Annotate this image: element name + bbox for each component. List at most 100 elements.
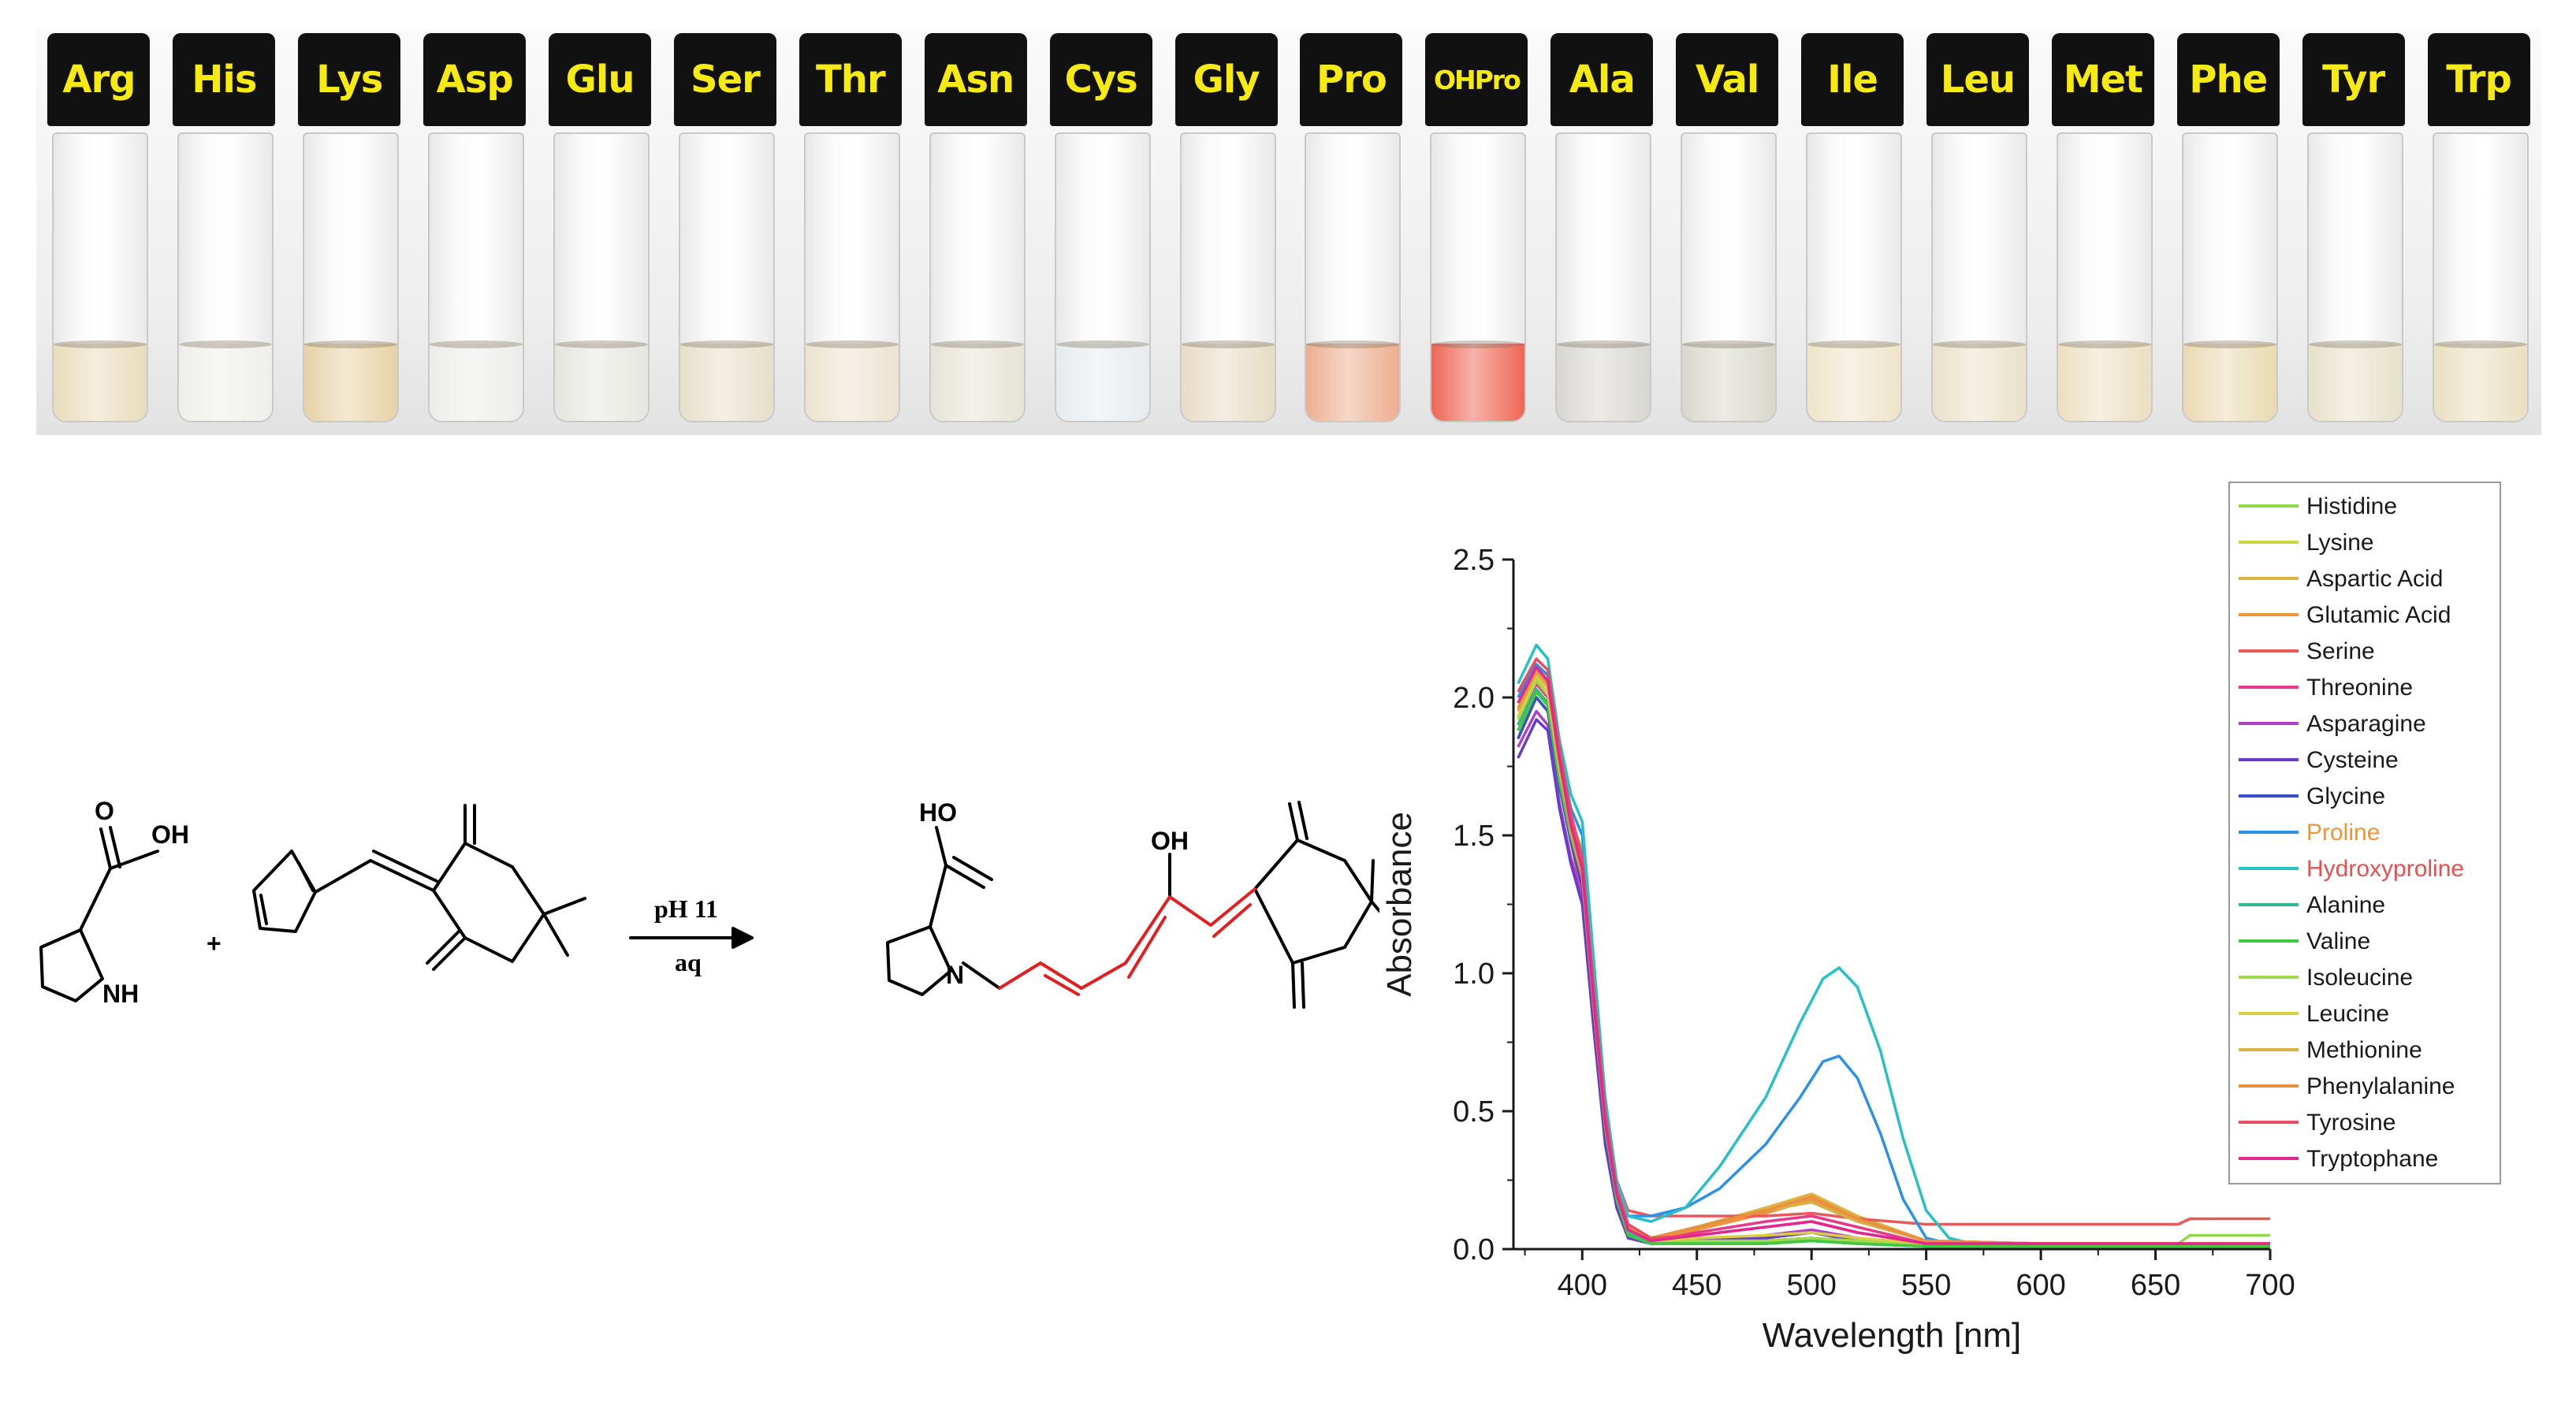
vial-glass (1305, 132, 1402, 422)
vial-liquid (54, 344, 147, 421)
vial-glass (2181, 132, 2278, 422)
vial-liquid (679, 344, 773, 421)
series-line-glutamic-acid (1517, 682, 2270, 1245)
vial-cap: Gly (1174, 33, 1278, 126)
reaction-arrow (629, 927, 754, 949)
legend-entry: Tyrosine (2306, 1110, 2395, 1136)
vial-glass (1806, 132, 1903, 422)
product-oh-label: OH (1151, 827, 1189, 855)
vial-cap: Ala (1550, 33, 1654, 126)
y-tick-label: 0.0 (1453, 1233, 1495, 1266)
highlighted-polyene (998, 887, 1256, 996)
vial-cap: Trp (2427, 33, 2530, 126)
vial-label: OHPro (1433, 64, 1521, 95)
vial-meniscus (1557, 340, 1651, 348)
y-tick-label: 2.5 (1453, 544, 1495, 577)
legend-entry: Aspartic Acid (2306, 566, 2443, 592)
legend-entry: Valine (2306, 928, 2370, 954)
condition-ph: pH 11 (654, 894, 718, 923)
x-tick-label: 500 (1786, 1269, 1836, 1302)
series-line-proline (1517, 663, 2270, 1248)
vial-glass (428, 132, 525, 422)
vial-cap: Met (2051, 33, 2154, 126)
condition-aq: aq (675, 948, 702, 976)
vial-leu: Leu (1923, 28, 2032, 435)
y-tick-label: 0.5 (1453, 1095, 1495, 1129)
series-line-tyrosine (1517, 657, 2270, 1245)
vial-phe: Phe (2174, 28, 2283, 435)
x-tick-label: 400 (1558, 1269, 1607, 1302)
vial-glass (177, 132, 274, 422)
legend-entry: Threonine (2306, 675, 2413, 701)
vial-tyr: Tyr (2299, 28, 2408, 435)
vial-label: Lys (316, 58, 383, 102)
chart-axes: 400 450 500 550 600 650 700 0.0 0.5 1.0 1.5 2.0 2.5 (1453, 544, 2295, 1302)
product-structure (886, 801, 1379, 1009)
vial-label: Arg (62, 58, 136, 102)
vial-liquid (1431, 344, 1525, 421)
vial-meniscus (54, 340, 147, 348)
series-line-methionine (1517, 671, 2270, 1245)
y-tick-label: 1.5 (1453, 820, 1495, 853)
vial-meniscus (679, 340, 773, 348)
vial-glu: Glu (545, 28, 654, 435)
vial-liquid (555, 344, 649, 421)
vial-cap: Phe (2176, 33, 2280, 126)
vial-liquid (1932, 344, 2026, 421)
vial-trp: Trp (2425, 28, 2533, 435)
vial-cap: Arg (47, 33, 151, 126)
vial-cap: Tyr (2302, 33, 2405, 126)
vial-liquid (1682, 344, 1776, 421)
vial-liquid (304, 344, 398, 421)
vial-asp: Asp (420, 28, 529, 435)
series-line-phenylalanine (1517, 668, 2270, 1245)
vial-label: His (192, 58, 257, 102)
vial-label: Gly (1193, 58, 1260, 102)
x-tick-label: 550 (1901, 1269, 1951, 1302)
vial-glass (2306, 132, 2403, 422)
vial-meniscus (555, 340, 649, 348)
legend-entry: Hydroxyproline (2306, 856, 2464, 882)
vial-meniscus (1055, 340, 1149, 348)
vial-ala: Ala (1547, 28, 1656, 435)
vial-liquid (1807, 344, 1901, 421)
vial-liquid (2308, 344, 2402, 421)
vial-glass (803, 132, 900, 422)
plot-lines (1517, 643, 2270, 1248)
vial-glass (1681, 132, 1778, 422)
y-tick-label: 1.0 (1453, 958, 1495, 991)
vial-meniscus (1682, 340, 1776, 348)
vial-meniscus (2057, 340, 2151, 348)
vial-cap: OHPro (1425, 33, 1528, 126)
legend-entry: Isoleucine (2306, 965, 2413, 991)
x-tick-label: 600 (2016, 1269, 2065, 1302)
vial-meniscus (2183, 340, 2276, 348)
vial-meniscus (1932, 340, 2026, 348)
legend-entry: Alanine (2306, 892, 2385, 918)
vial-label: Asp (436, 58, 514, 102)
vial-meniscus (304, 340, 398, 348)
vial-liquid (430, 344, 523, 421)
vial-ile: Ile (1798, 28, 1907, 435)
vial-cap: Glu (549, 33, 652, 126)
vial-label: Cys (1064, 58, 1138, 102)
y-tick-label: 2.0 (1453, 682, 1495, 715)
series-line-hydroxyproline (1517, 643, 2270, 1248)
vial-arg: Arg (44, 28, 153, 435)
product-n-label: N (946, 961, 964, 989)
vial-glass (1054, 132, 1151, 422)
vial-liquid (930, 344, 1024, 421)
reactant-o-label: O (95, 797, 114, 825)
vial-met: Met (2049, 28, 2157, 435)
vial-liquid (1306, 344, 1400, 421)
vial-meniscus (805, 340, 899, 348)
vial-cap: Asn (924, 33, 1027, 126)
vial-label: Asn (937, 58, 1014, 102)
vial-gly: Gly (1172, 28, 1281, 435)
legend-entry: Glycine (2306, 783, 2385, 809)
plus-sign: + (207, 929, 221, 958)
vial-glass (678, 132, 775, 422)
vial-glass (1430, 132, 1527, 422)
vial-val: Val (1673, 28, 1781, 435)
vial-liquid (179, 344, 273, 421)
